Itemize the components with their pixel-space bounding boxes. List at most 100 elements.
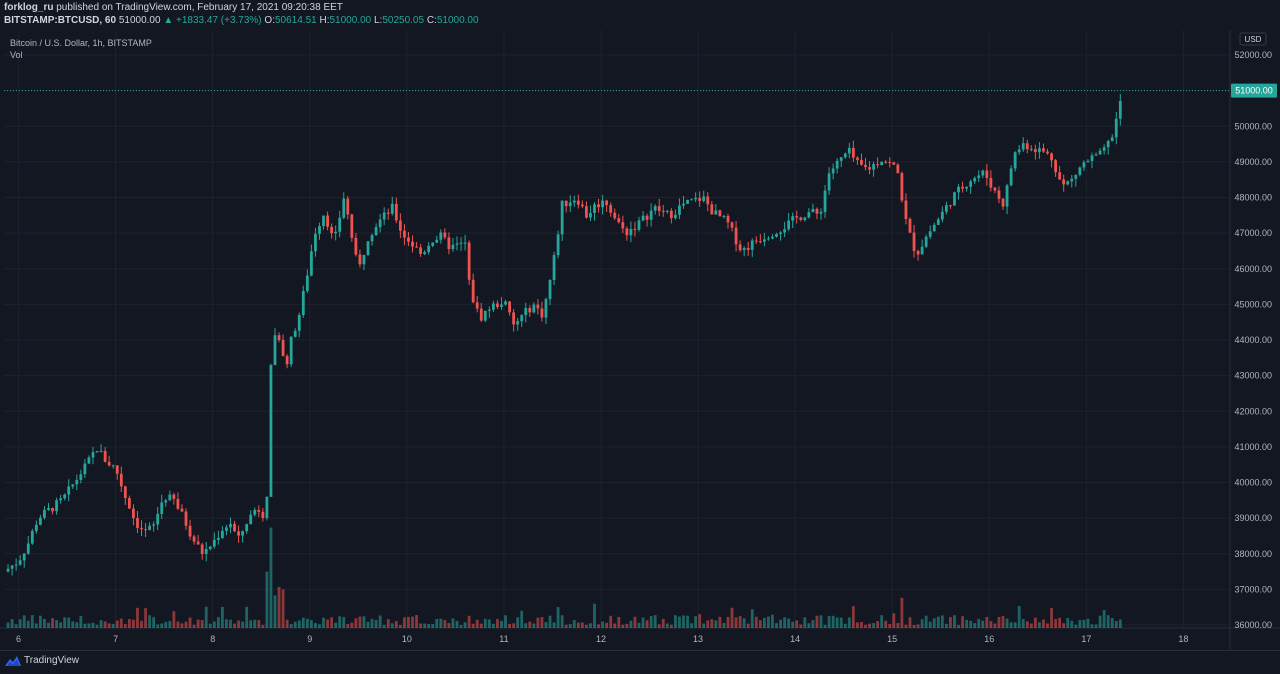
volume-bar: [75, 622, 79, 628]
candle-body: [682, 203, 685, 206]
volume-bar: [1070, 620, 1074, 628]
volume-bar: [540, 617, 544, 628]
volume-bar: [653, 615, 657, 628]
candle-body: [132, 508, 135, 519]
brand-name[interactable]: TradingView: [24, 655, 80, 666]
volume-bar: [512, 623, 516, 628]
candle-body: [338, 217, 342, 232]
volume-bar: [346, 624, 350, 628]
candle-body: [896, 164, 900, 174]
last-price: 51000.00: [118, 15, 161, 26]
candle-body: [39, 517, 42, 525]
volume-bar: [107, 623, 111, 628]
candle-body: [277, 335, 281, 340]
price-tick-label: 40000.00: [1234, 478, 1272, 488]
volume-bar: [257, 620, 261, 628]
volume-bar: [823, 624, 827, 628]
candle-body: [722, 215, 726, 217]
volume-bar: [1118, 619, 1122, 628]
candle-body: [431, 242, 435, 246]
candle-body: [119, 473, 123, 487]
volume-bar: [556, 607, 560, 628]
candle-body: [536, 304, 540, 309]
volume-bar: [176, 621, 180, 628]
volume-bar: [435, 618, 439, 628]
volume-bar: [953, 615, 956, 628]
candle-body: [1090, 155, 1094, 161]
volume-bar: [669, 624, 673, 628]
candle-body: [694, 197, 698, 200]
candle-body: [807, 212, 811, 218]
candle-body: [928, 231, 932, 237]
author-name[interactable]: forklog_ru: [4, 2, 54, 13]
volume-bar: [51, 618, 54, 628]
candle-body: [1110, 137, 1114, 141]
candle-body: [698, 197, 702, 201]
candle-body: [957, 186, 960, 193]
volume-bar: [605, 622, 609, 628]
volume-bar: [1114, 620, 1118, 628]
volume-bar: [91, 622, 95, 628]
volume-bar: [831, 615, 835, 628]
candle-body: [443, 232, 447, 238]
candle-body: [115, 465, 119, 474]
candle-body: [87, 457, 91, 464]
candle-body: [961, 186, 964, 189]
candle-body: [496, 303, 499, 307]
candle-body: [665, 210, 669, 212]
candle-body: [91, 452, 95, 458]
candle-body: [900, 173, 904, 201]
candle-body: [51, 508, 54, 512]
volume-bar: [989, 621, 993, 628]
candle-body: [123, 486, 127, 499]
volume-bar: [940, 615, 944, 628]
candle-body: [95, 451, 99, 453]
price-change: +1833.47 (+3.73%): [176, 15, 262, 26]
candle-body: [127, 498, 131, 509]
volume-bar: [338, 616, 342, 628]
volume-bar: [718, 616, 722, 628]
candle-body: [669, 210, 673, 219]
volume-label: Vol: [10, 50, 23, 60]
tradingview-logo-icon[interactable]: [4, 655, 22, 667]
candle-body: [184, 511, 188, 526]
candle-body: [148, 525, 152, 530]
volume-bar: [856, 622, 859, 628]
volume-bar: [625, 623, 629, 628]
volume-bar: [520, 610, 524, 628]
volume-bar: [916, 624, 920, 628]
candle-body: [1005, 185, 1009, 207]
volume-bar: [803, 617, 807, 628]
candle-body: [407, 237, 410, 242]
volume-bar: [475, 619, 479, 628]
price-tick-label: 46000.00: [1234, 264, 1272, 274]
volume-bar: [548, 615, 552, 628]
volume-bar: [576, 622, 580, 628]
candle-body: [815, 208, 819, 214]
candle-body: [787, 220, 791, 230]
candle-body: [196, 541, 200, 545]
price-chart[interactable]: 36000.00 37000.00 38000.00 39000.00 40000.00…: [0, 30, 1280, 650]
volume-bar: [912, 624, 916, 628]
high-value: 51000.00: [329, 15, 372, 26]
candle-body: [524, 308, 528, 316]
volume-bar: [47, 622, 50, 628]
candle-body: [55, 500, 58, 512]
candle-body: [6, 568, 10, 572]
candle-body: [791, 216, 795, 221]
candle-body: [835, 160, 839, 169]
candle-body: [916, 250, 920, 255]
candle-body: [176, 498, 180, 509]
chart-legend: Bitcoin / U.S. Dollar, 1h, BITSTAMP Vol: [10, 37, 152, 61]
candle-body: [633, 229, 637, 231]
candle-body: [552, 255, 556, 280]
volume-bar: [734, 617, 738, 628]
candle-body: [487, 309, 491, 311]
candle-body: [940, 211, 944, 220]
candle-body: [483, 310, 487, 321]
volume-bar: [354, 618, 358, 628]
volume-bar: [564, 624, 568, 628]
candle-body: [1114, 118, 1118, 138]
volume-bar: [920, 619, 924, 628]
volume-bar: [860, 621, 863, 628]
